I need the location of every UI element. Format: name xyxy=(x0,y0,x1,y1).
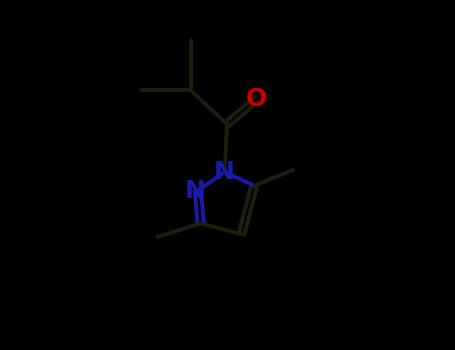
Text: N: N xyxy=(185,179,206,203)
Text: N: N xyxy=(214,160,235,184)
Text: O: O xyxy=(246,87,267,111)
